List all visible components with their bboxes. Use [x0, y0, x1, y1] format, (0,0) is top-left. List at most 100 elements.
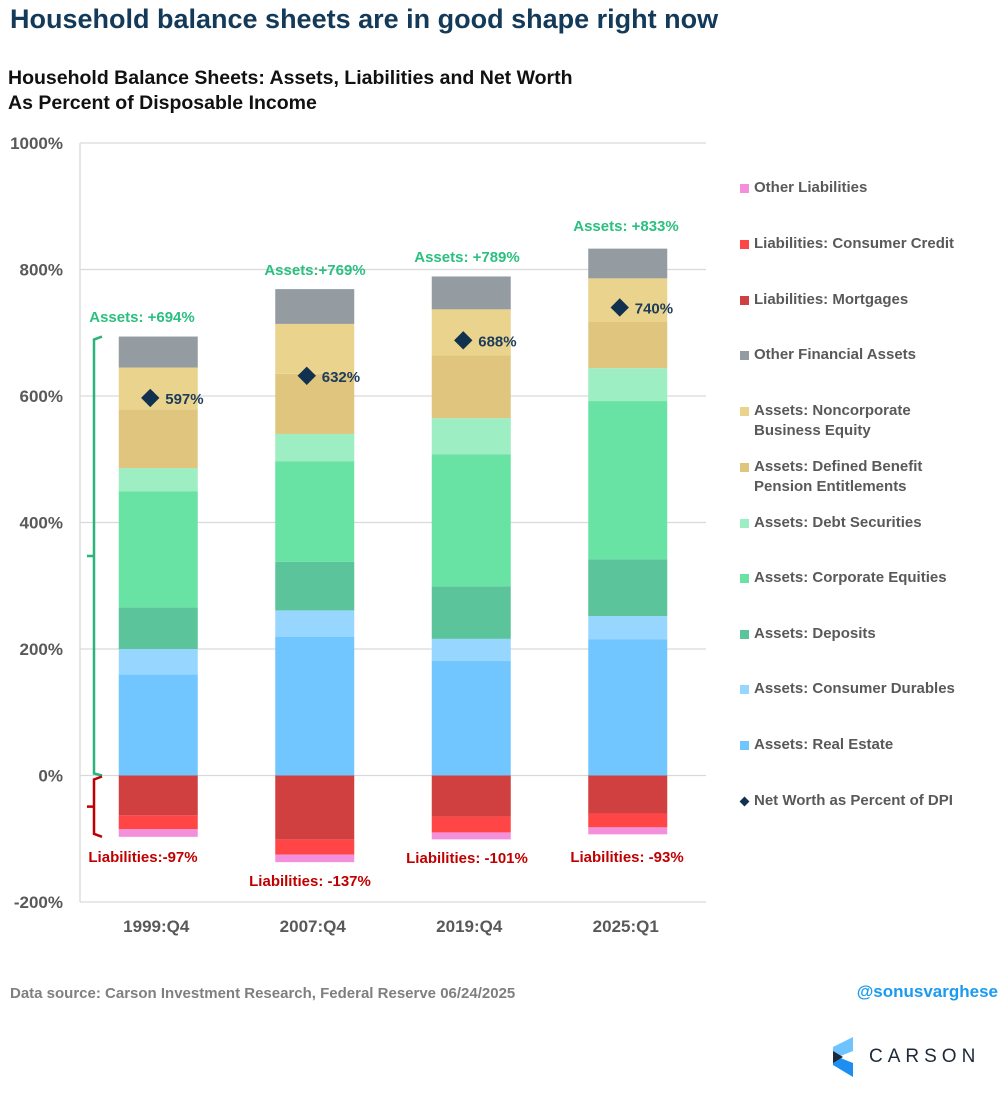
bar-segment-other-financial [275, 289, 355, 324]
net-worth-label: 688% [478, 333, 516, 350]
bar-segment-corporate-equities [275, 461, 355, 562]
net-worth-label: 597% [165, 391, 203, 408]
y-tick-label: 0% [38, 767, 63, 786]
bar-segment-pension [118, 409, 198, 469]
y-tick-label: 200% [20, 640, 63, 659]
legend-item-corporate-equities: Assets: Corporate Equities [740, 568, 947, 588]
carson-logo-icon [833, 1037, 853, 1077]
legend-swatch [740, 574, 749, 583]
y-tick-label: -200% [14, 893, 63, 912]
stacked-bar-chart: -200% 0% 200% 400% 600% 800% 1000% 597% 632% 688… [10, 134, 706, 936]
bar-stack [431, 276, 511, 840]
liabilities-bracket [87, 775, 103, 839]
bar-segment-noncorporate [118, 367, 198, 410]
chart-subtitle: Household Balance Sheets: Assets, Liabil… [8, 66, 573, 116]
bar-segment-deposits [588, 559, 668, 617]
liability-total-label: Liabilities: -93% [570, 849, 683, 866]
bar-segment-corporate-equities [118, 491, 198, 608]
net-worth-marker [141, 388, 160, 408]
asset-total-label: Assets: +694% [89, 309, 194, 326]
legend-item-net-worth: Net Worth as Percent of DPI [739, 791, 953, 811]
x-tick-label: 2019:Q4 [436, 917, 503, 936]
legend-swatch [740, 407, 749, 416]
legend-item-debt-securities: Assets: Debt Securities [740, 513, 922, 533]
y-tick-label: 400% [20, 514, 63, 533]
bar-segment-pension [431, 355, 511, 419]
bar-segment-consumer-credit [431, 816, 511, 833]
legend-item-consumer-durables: Assets: Consumer Durables [740, 679, 955, 699]
legend-label: Liabilities: Consumer Credit [754, 235, 955, 252]
annotations: 597% 632% 688% 740% Assets: +694% Assets:+769… [87, 218, 684, 890]
legend-label: Liabilities: Mortgages [754, 291, 909, 308]
bar-segment-corporate-equities [431, 454, 511, 587]
y-tick-label: 800% [20, 261, 63, 280]
asset-total-label: Assets: +833% [573, 218, 678, 235]
legend-label: Assets: Noncorporate Business Equity [754, 402, 911, 439]
legend-item-other-liabilities: Other Liabilities [740, 178, 867, 198]
x-axis-ticks: 1999:Q4 2007:Q4 2019:Q4 2025:Q1 [123, 917, 659, 936]
liability-total-label: Liabilities: -137% [249, 873, 371, 890]
x-tick-label: 1999:Q4 [123, 917, 190, 936]
legend-item-deposits: Assets: Deposits [740, 624, 876, 644]
legend-item-other-financial: Other Financial Assets [740, 345, 916, 365]
legend-label: Assets: Debt Securities [754, 514, 922, 531]
bar-stack [588, 248, 668, 835]
asset-total-label: Assets: +789% [414, 249, 519, 266]
legend-swatch [740, 351, 749, 360]
legend-item-mortgages: Liabilities: Mortgages [740, 290, 908, 310]
legend-item-consumer-credit: Liabilities: Consumer Credit [740, 234, 954, 254]
bar-segment-real-estate [588, 639, 668, 776]
bar-segment-corporate-equities [588, 401, 668, 560]
bar-segment-mortgages [431, 775, 511, 817]
legend-label: Assets: Real Estate [754, 736, 894, 753]
bar-segment-real-estate [275, 636, 355, 776]
subtitle-line-1: Household Balance Sheets: Assets, Liabil… [8, 67, 573, 89]
bar-segment-noncorporate [588, 278, 668, 322]
bar-segment-consumer-credit [588, 813, 668, 828]
y-tick-label: 600% [20, 387, 63, 406]
bar-segment-mortgages [118, 775, 198, 816]
bar-segment-debt-securities [118, 468, 198, 492]
bars [118, 248, 668, 863]
net-worth-marker [297, 366, 316, 385]
bar-segment-consumer-durables [275, 610, 355, 637]
legend-swatch [740, 519, 749, 528]
legend-swatch [740, 741, 749, 750]
bar-segment-debt-securities [588, 368, 668, 402]
bar-segment-other-liabilities [275, 854, 355, 863]
net-worth-marker [454, 331, 473, 350]
carson-logo: CARSON [831, 1037, 981, 1077]
bar-segment-debt-securities [431, 418, 511, 455]
legend-item-noncorporate: Assets: Noncorporate Business Equity [740, 401, 911, 441]
bar-segment-other-liabilities [431, 832, 511, 840]
subtitle-line-2: As Percent of Disposable Income [8, 92, 317, 114]
legend-label: Other Financial Assets [754, 346, 916, 363]
legend-label: Assets: Corporate Equities [754, 569, 947, 586]
bar-segment-pension [275, 373, 355, 434]
bar-segment-consumer-durables [118, 649, 198, 675]
bar-segment-real-estate [118, 674, 198, 776]
data-source-note: Data source: Carson Investment Research,… [10, 985, 516, 1002]
carson-logo-text: CARSON [869, 1046, 981, 1067]
assets-bracket [87, 335, 103, 777]
legend-label: Other Liabilities [754, 179, 868, 196]
bar-stack [118, 336, 198, 837]
twitter-handle[interactable]: @sonusvarghese [856, 982, 998, 1001]
bar-segment-other-financial [588, 248, 668, 279]
legend-label: Assets: Consumer Durables [754, 680, 955, 697]
net-worth-marker [610, 298, 629, 317]
bar-segment-other-financial [431, 276, 511, 310]
bar-segment-other-financial [118, 336, 198, 368]
legend-swatch [740, 296, 749, 305]
legend-swatch [740, 685, 749, 694]
bar-segment-debt-securities [275, 433, 355, 462]
legend-label: Net Worth as Percent of DPI [754, 792, 953, 809]
bar-segment-deposits [275, 561, 355, 611]
bar-segment-deposits [118, 607, 198, 649]
bar-segment-other-liabilities [588, 827, 668, 835]
bar-segment-consumer-durables [431, 638, 511, 662]
bar-segment-consumer-credit [275, 839, 355, 855]
bar-segment-noncorporate [431, 309, 511, 356]
legend-swatch [740, 240, 749, 249]
liability-total-label: Liabilities:-97% [88, 849, 197, 866]
